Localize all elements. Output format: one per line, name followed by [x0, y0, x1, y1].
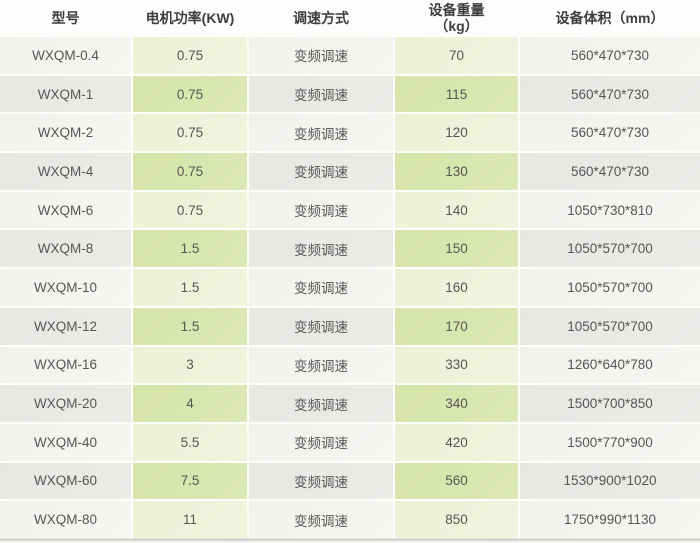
cell-motor-power: 5.5	[133, 423, 247, 461]
column-header-model-label: 型号	[51, 9, 80, 26]
cell-volume: 1750*990*1130	[520, 501, 700, 538]
cell-motor-power: 7.5	[133, 462, 247, 500]
column-header-motor-power: 电机功率(KW)	[133, 9, 247, 26]
cell-motor-power: 0.75	[133, 37, 247, 74]
cell-model: WXQM-8	[0, 230, 131, 268]
column-header-speed-mode-label: 调速方式	[293, 9, 349, 26]
cell-volume: 1260*640*780	[520, 346, 700, 384]
cell-weight: 340	[395, 385, 518, 422]
cell-volume: 560*470*730	[520, 153, 700, 190]
cell-model: WXQM-2	[0, 114, 131, 152]
cell-speed-mode: 变频调速	[249, 37, 393, 74]
table-row: WXQM-60 7.5 变频调速 560 1530*900*1020	[0, 462, 700, 500]
cell-volume: 1050*730*810	[520, 191, 700, 229]
cell-weight: 420	[395, 423, 518, 461]
cell-speed-mode: 变频调速	[249, 114, 393, 152]
cell-speed-mode: 变频调速	[249, 230, 393, 268]
cell-motor-power: 4	[133, 385, 247, 422]
table-row: WXQM-6 0.75 变频调速 140 1050*730*810	[0, 191, 700, 229]
cell-speed-mode: 变频调速	[249, 307, 393, 345]
cell-weight: 330	[395, 346, 518, 384]
table-header: 型号 电机功率(KW) 调速方式 设备重量 （kg） 设备体积（mm）	[0, 0, 700, 37]
cell-weight: 140	[395, 191, 518, 229]
cell-motor-power: 0.75	[133, 191, 247, 229]
column-header-volume-label: 设备体积（mm）	[555, 9, 665, 26]
table-row: WXQM-40 5.5 变频调速 420 1500*770*900	[0, 423, 700, 461]
column-header-model: 型号	[0, 9, 131, 26]
cell-volume: 1500*700*850	[520, 385, 700, 422]
cell-volume: 1050*570*700	[520, 230, 700, 268]
cell-volume: 1500*770*900	[520, 423, 700, 461]
column-header-weight-label: 设备重量	[428, 2, 485, 19]
cell-model: WXQM-4	[0, 153, 131, 190]
cell-model: WXQM-20	[0, 385, 131, 422]
column-header-speed-mode: 调速方式	[249, 9, 393, 26]
cell-motor-power: 0.75	[133, 153, 247, 190]
cell-speed-mode: 变频调速	[249, 75, 393, 113]
cell-motor-power: 1.5	[133, 269, 247, 306]
table-row: WXQM-12 1.5 变频调速 170 1050*570*700	[0, 307, 700, 345]
cell-model: WXQM-40	[0, 423, 131, 461]
cell-motor-power: 1.5	[133, 230, 247, 268]
column-header-volume: 设备体积（mm）	[520, 9, 700, 26]
cell-weight: 70	[395, 37, 518, 74]
cell-motor-power: 0.75	[133, 114, 247, 152]
table-body: WXQM-0.4 0.75 变频调速 70 560*470*730 WXQM-1…	[0, 37, 700, 538]
cell-model: WXQM-16	[0, 346, 131, 384]
table-row: WXQM-2 0.75 变频调速 120 560*470*730	[0, 114, 700, 152]
cell-motor-power: 0.75	[133, 75, 247, 113]
table-row: WXQM-10 1.5 变频调速 160 1050*570*700	[0, 269, 700, 306]
cell-weight: 170	[395, 307, 518, 345]
cell-model: WXQM-80	[0, 501, 131, 538]
cell-weight: 130	[395, 153, 518, 190]
cell-weight: 150	[395, 230, 518, 268]
cell-speed-mode: 变频调速	[249, 346, 393, 384]
cell-speed-mode: 变频调速	[249, 501, 393, 538]
cell-model: WXQM-0.4	[0, 37, 131, 74]
cell-speed-mode: 变频调速	[249, 191, 393, 229]
cell-volume: 1530*900*1020	[520, 462, 700, 500]
cell-weight: 160	[395, 269, 518, 306]
cell-volume: 1050*570*700	[520, 269, 700, 306]
cell-weight: 120	[395, 114, 518, 152]
cell-speed-mode: 变频调速	[249, 269, 393, 306]
cell-model: WXQM-10	[0, 269, 131, 306]
cell-speed-mode: 变频调速	[249, 462, 393, 500]
table-row: WXQM-1 0.75 变频调速 115 560*470*730	[0, 75, 700, 113]
cell-motor-power: 11	[133, 501, 247, 538]
column-header-weight-unit: （kg）	[434, 17, 479, 34]
table-row: WXQM-16 3 变频调速 330 1260*640*780	[0, 346, 700, 384]
cell-weight: 560	[395, 462, 518, 500]
table-row: WXQM-20 4 变频调速 340 1500*700*850	[0, 385, 700, 422]
column-header-weight: 设备重量 （kg）	[395, 2, 518, 34]
cell-volume: 560*470*730	[520, 75, 700, 113]
cell-weight: 850	[395, 501, 518, 538]
table-row: WXQM-80 11 变频调速 850 1750*990*1130	[0, 501, 700, 538]
cell-speed-mode: 变频调速	[249, 423, 393, 461]
cell-model: WXQM-6	[0, 191, 131, 229]
cell-speed-mode: 变频调速	[249, 385, 393, 422]
cell-speed-mode: 变频调速	[249, 153, 393, 190]
cell-motor-power: 3	[133, 346, 247, 384]
cell-volume: 560*470*730	[520, 37, 700, 74]
table-bottom-border	[0, 537, 700, 543]
column-header-motor-power-label: 电机功率(KW)	[145, 9, 235, 26]
cell-model: WXQM-12	[0, 307, 131, 345]
cell-weight: 115	[395, 75, 518, 113]
cell-volume: 1050*570*700	[520, 307, 700, 345]
cell-volume: 560*470*730	[520, 114, 700, 152]
cell-model: WXQM-1	[0, 75, 131, 113]
cell-motor-power: 1.5	[133, 307, 247, 345]
table-row: WXQM-4 0.75 变频调速 130 560*470*730	[0, 153, 700, 190]
cell-model: WXQM-60	[0, 462, 131, 500]
table-row: WXQM-0.4 0.75 变频调速 70 560*470*730	[0, 37, 700, 74]
table-row: WXQM-8 1.5 变频调速 150 1050*570*700	[0, 230, 700, 268]
